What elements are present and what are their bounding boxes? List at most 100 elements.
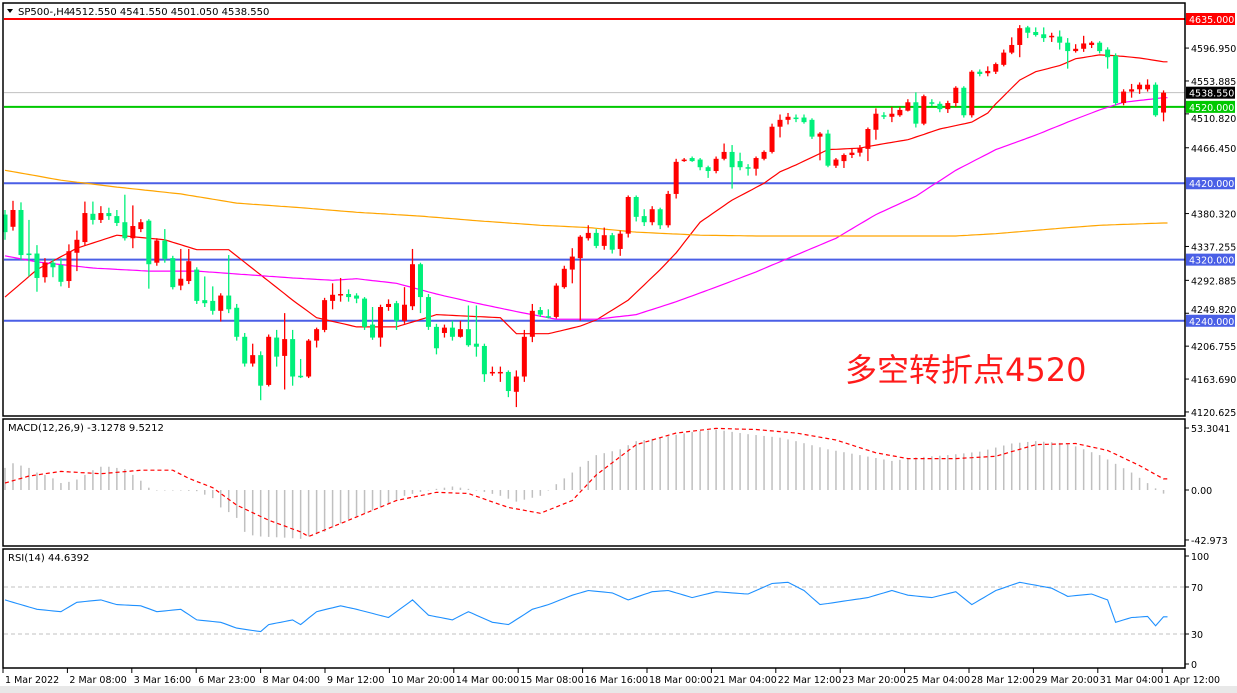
candle[interactable] [154,238,160,266]
candle[interactable] [945,100,951,113]
candle[interactable] [993,62,999,75]
candle[interactable] [633,195,639,222]
candle[interactable] [649,206,655,226]
candle[interactable] [985,66,991,77]
candle[interactable] [745,164,751,176]
candle[interactable] [521,329,527,382]
candle[interactable] [769,123,775,154]
candle[interactable] [290,329,296,386]
candle[interactable] [609,232,615,254]
rsi-panel[interactable]: 100 70 30 0 [4,552,1209,671]
candle[interactable] [569,248,575,284]
candle[interactable] [457,320,463,338]
candle[interactable] [561,265,567,289]
candle[interactable] [82,201,88,246]
candle[interactable] [961,86,967,118]
candle[interactable] [665,190,671,228]
candle[interactable] [130,205,136,249]
candle[interactable] [242,332,248,367]
candle[interactable] [1025,25,1031,39]
candle[interactable] [529,303,535,343]
candle[interactable] [681,158,687,162]
candle[interactable] [346,289,352,302]
candle[interactable] [905,99,911,112]
candle[interactable] [1097,41,1103,54]
candle[interactable] [913,92,919,128]
candle[interactable] [18,202,24,260]
candle[interactable] [170,255,176,290]
candle[interactable] [537,307,543,317]
candle[interactable] [1105,47,1111,69]
candle[interactable] [218,293,224,322]
candle[interactable] [234,303,240,341]
candle[interactable] [266,334,272,387]
candle[interactable] [322,297,328,333]
candle[interactable] [713,156,719,174]
candle[interactable] [737,152,743,171]
candle[interactable] [777,114,783,138]
candle[interactable] [146,219,152,289]
candle[interactable] [897,106,903,117]
candle[interactable] [178,248,184,291]
candle[interactable] [330,283,336,310]
candle[interactable] [425,294,431,330]
candle[interactable] [881,112,887,120]
candle[interactable] [370,307,376,340]
price-panel[interactable] [2,18,1190,413]
candle[interactable] [1089,41,1095,49]
candle[interactable] [10,200,16,231]
candle[interactable] [1049,32,1055,42]
candle[interactable] [921,94,927,126]
candle[interactable] [298,358,304,379]
candle[interactable] [841,153,847,168]
candle[interactable] [857,145,863,157]
candle[interactable] [889,106,895,123]
candle[interactable] [34,245,40,292]
candle[interactable] [42,258,48,283]
candle[interactable] [697,158,703,171]
candle[interactable] [417,262,423,314]
candle[interactable] [577,235,583,321]
candle[interactable] [250,343,256,367]
candle[interactable] [873,108,879,140]
candle[interactable] [210,286,216,315]
candle[interactable] [705,165,711,178]
candle[interactable] [641,209,647,227]
candle[interactable] [226,255,232,314]
candle[interactable] [657,207,663,230]
candle[interactable] [386,299,392,311]
candle[interactable] [969,70,975,118]
candle[interactable] [74,230,80,272]
candle[interactable] [441,324,447,338]
macd-panel[interactable]: 53.3041 0.00 -42.973 [4,424,1230,547]
candle[interactable] [1081,35,1087,52]
candle[interactable] [729,145,735,189]
candle[interactable] [1145,79,1151,92]
candle[interactable] [505,370,511,398]
candle[interactable] [362,297,368,330]
candle[interactable] [90,201,96,225]
candle[interactable] [394,300,400,330]
candle[interactable] [409,248,415,311]
candle[interactable] [402,287,407,324]
candle[interactable] [937,101,943,113]
candle[interactable] [354,293,360,304]
candle[interactable] [194,267,200,304]
candle[interactable] [753,156,759,176]
candle[interactable] [553,283,559,319]
candle[interactable] [106,207,112,220]
candle[interactable] [50,258,56,278]
candle[interactable] [1113,53,1119,106]
candle[interactable] [721,143,727,161]
candle[interactable] [1033,27,1039,37]
candle[interactable] [2,209,8,240]
candle[interactable] [314,327,320,348]
candle[interactable] [673,158,679,199]
candle[interactable] [601,227,607,250]
candle[interactable] [865,127,871,162]
candle[interactable] [258,351,264,401]
candle[interactable] [58,258,64,287]
candle[interactable] [1161,90,1167,122]
candle[interactable] [489,366,495,376]
candle[interactable] [1137,82,1143,94]
